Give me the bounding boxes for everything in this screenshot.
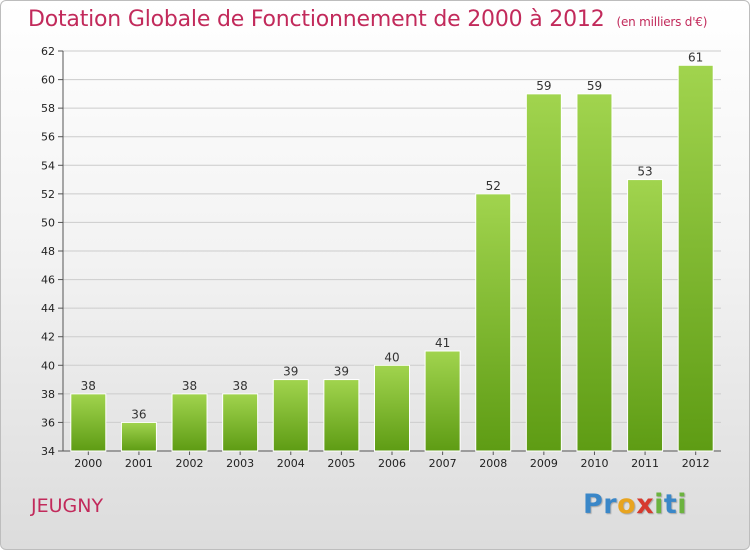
bar-2005 [323, 379, 360, 452]
y-tick-label: 48 [41, 245, 55, 258]
x-tick-label: 2012 [682, 457, 710, 470]
labels: 34 36 38 40 42 44 46 48 50 52 54 56 58 60 62 2000 38 2001… [41, 45, 710, 470]
bar-value-label: 40 [384, 350, 399, 364]
y-tick-label: 40 [41, 359, 55, 372]
bar-2011 [627, 179, 664, 452]
bar-value-label: 38 [81, 379, 96, 393]
x-tick-label: 2008 [479, 457, 507, 470]
chart-title-text: Dotation Globale de Fonctionnement de 20… [28, 7, 605, 32]
bar-2012 [677, 64, 714, 452]
y-tick-label: 46 [41, 274, 55, 287]
x-tick-label: 2004 [277, 457, 305, 470]
bar-2000 [70, 393, 107, 452]
x-tick-label: 2007 [429, 457, 457, 470]
bar-2007 [424, 350, 461, 452]
bar-2010 [576, 93, 613, 452]
bar-value-label: 61 [688, 50, 703, 64]
y-tick-label: 54 [41, 159, 55, 172]
bar-value-label: 38 [233, 379, 248, 393]
y-tick-label: 52 [41, 188, 55, 201]
bar-2008 [475, 193, 512, 452]
bar-value-label: 59 [587, 79, 602, 93]
bar-2002 [171, 393, 208, 452]
x-tick-label: 2003 [226, 457, 254, 470]
y-tick-label: 38 [41, 388, 55, 401]
logo-letter: t [663, 489, 678, 520]
bar-2006 [374, 364, 410, 452]
chart-subtitle: (en milliers d'€) [616, 15, 708, 29]
bar-2004 [272, 379, 309, 452]
chart-title: Dotation Globale de Fonctionnement de 20… [28, 7, 707, 32]
logo-letter: i [654, 489, 664, 520]
y-tick-label: 58 [41, 102, 55, 115]
x-tick-label: 2001 [125, 457, 153, 470]
x-tick-label: 2006 [378, 457, 406, 470]
bar-value-label: 53 [637, 165, 652, 179]
x-tick-label: 2011 [631, 457, 659, 470]
x-tick-label: 2010 [580, 457, 608, 470]
bar-value-label: 38 [182, 379, 197, 393]
y-tick-label: 34 [41, 445, 55, 458]
bar-value-label: 39 [334, 365, 349, 379]
x-tick-label: 2000 [74, 457, 102, 470]
bar-value-label: 41 [435, 336, 450, 350]
y-tick-label: 60 [41, 74, 55, 87]
logo-letter: x [636, 489, 655, 520]
x-tick-label: 2009 [530, 457, 558, 470]
x-tick-label: 2005 [327, 457, 355, 470]
commune-name: JEUGNY [31, 495, 104, 517]
bar-value-label: 59 [536, 79, 551, 93]
logo-letter: i [677, 489, 688, 520]
logo-letter: r [603, 489, 618, 520]
logo-letter: o [617, 489, 637, 520]
bar-2001 [120, 421, 157, 452]
y-tick-label: 36 [41, 416, 55, 429]
y-tick-label: 44 [41, 302, 55, 315]
y-tick-label: 50 [41, 216, 55, 229]
y-tick-label: 56 [41, 131, 55, 144]
x-tick-label: 2002 [176, 457, 204, 470]
bar-value-label: 36 [131, 407, 146, 421]
bar-value-label: 39 [283, 365, 298, 379]
y-tick-label: 62 [41, 45, 55, 58]
proxiti-logo: Proxiti [583, 489, 687, 520]
bar-2009 [525, 93, 562, 452]
bar-value-label: 52 [486, 179, 501, 193]
y-tick-label: 42 [41, 331, 55, 344]
bars [70, 64, 714, 452]
bar-2003 [222, 393, 259, 452]
logo-letter: P [583, 489, 604, 520]
